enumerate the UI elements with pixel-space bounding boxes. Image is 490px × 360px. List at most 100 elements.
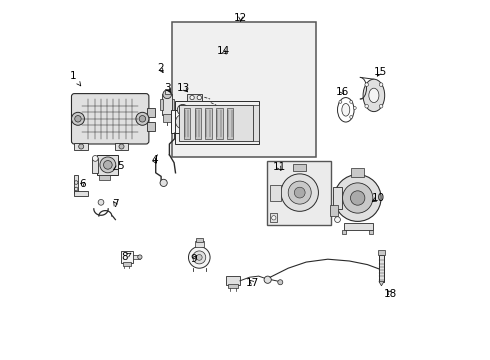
Bar (196, 238, 202, 242)
Circle shape (72, 112, 84, 125)
Text: 3: 3 (164, 83, 171, 93)
Circle shape (281, 174, 318, 211)
Text: 10: 10 (371, 193, 385, 203)
Ellipse shape (363, 79, 385, 112)
Circle shape (379, 104, 383, 108)
Bar (163, 114, 171, 122)
Text: 8: 8 (121, 252, 131, 262)
Bar (172, 22, 316, 157)
Bar (115, 143, 128, 150)
Text: 4: 4 (151, 155, 158, 165)
Circle shape (379, 83, 383, 86)
Bar (205, 108, 212, 139)
Text: 9: 9 (191, 254, 197, 264)
Bar (228, 284, 238, 288)
Bar (253, 105, 259, 141)
Circle shape (196, 255, 202, 260)
Bar (268, 161, 331, 225)
Circle shape (136, 112, 149, 125)
Circle shape (294, 187, 305, 198)
Bar (162, 94, 172, 115)
Bar (187, 94, 202, 101)
Circle shape (189, 247, 210, 268)
Ellipse shape (342, 104, 350, 116)
Bar (147, 122, 155, 131)
Bar (379, 255, 384, 282)
Bar (171, 110, 195, 133)
Bar (122, 262, 131, 266)
Bar (160, 99, 163, 110)
Circle shape (350, 116, 353, 118)
Bar (179, 105, 253, 141)
Bar (99, 175, 110, 180)
Bar (333, 187, 342, 209)
Bar (369, 230, 373, 234)
Circle shape (278, 280, 283, 285)
Circle shape (353, 107, 356, 109)
Circle shape (334, 175, 381, 221)
Circle shape (335, 217, 341, 222)
FancyBboxPatch shape (72, 94, 149, 144)
Text: 5: 5 (114, 161, 124, 171)
Bar (172, 99, 174, 110)
Bar (195, 117, 201, 126)
Bar (98, 155, 118, 175)
Circle shape (119, 144, 124, 149)
Circle shape (271, 216, 276, 220)
Text: 15: 15 (373, 67, 387, 77)
Circle shape (163, 90, 172, 99)
Text: 18: 18 (384, 289, 397, 299)
Ellipse shape (369, 88, 379, 103)
Text: 6: 6 (79, 179, 86, 189)
Bar (351, 168, 364, 177)
Circle shape (197, 95, 201, 100)
Bar (330, 205, 338, 216)
Text: 16: 16 (336, 87, 349, 97)
Circle shape (177, 104, 188, 115)
Bar (74, 143, 88, 150)
Bar (226, 276, 240, 285)
Bar (227, 108, 233, 139)
Bar (293, 164, 306, 171)
Bar (378, 250, 385, 255)
Text: 1: 1 (70, 71, 81, 86)
Circle shape (175, 114, 190, 129)
Circle shape (103, 161, 112, 169)
Circle shape (350, 191, 365, 205)
Bar (270, 185, 281, 201)
Circle shape (98, 199, 104, 205)
Bar (195, 108, 201, 139)
Bar (92, 158, 98, 173)
Bar (216, 108, 222, 139)
Text: 12: 12 (234, 13, 247, 23)
Text: 14: 14 (217, 46, 230, 56)
Bar (342, 230, 346, 234)
Bar (175, 101, 259, 144)
Bar (147, 108, 155, 117)
Text: 17: 17 (245, 278, 259, 288)
Circle shape (365, 83, 368, 86)
Bar (74, 191, 88, 196)
Circle shape (339, 100, 342, 103)
Bar (344, 223, 373, 230)
Circle shape (100, 157, 116, 173)
Bar (133, 255, 140, 259)
Bar (74, 175, 78, 193)
Bar (270, 213, 277, 222)
Circle shape (74, 116, 81, 122)
Circle shape (343, 183, 373, 213)
Bar (121, 251, 133, 263)
Polygon shape (379, 282, 384, 286)
Circle shape (138, 255, 142, 259)
Text: 7: 7 (112, 199, 119, 210)
Circle shape (180, 107, 185, 112)
Circle shape (350, 100, 353, 103)
Circle shape (288, 181, 311, 204)
Circle shape (190, 95, 194, 100)
Circle shape (264, 276, 271, 283)
Text: 2: 2 (157, 63, 164, 73)
Circle shape (160, 179, 167, 186)
Circle shape (92, 156, 98, 161)
Circle shape (365, 104, 368, 108)
Text: 13: 13 (177, 83, 191, 93)
